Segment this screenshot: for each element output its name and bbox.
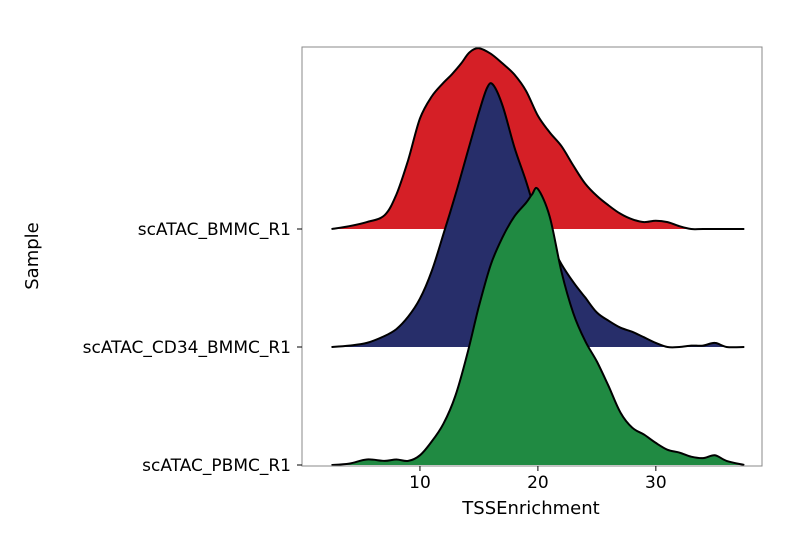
y-axis: scATAC_BMMC_R1 scATAC_CD34_BMMC_R1 scATAC_… bbox=[83, 220, 302, 476]
x-axis-title: TSSEnrichment bbox=[461, 498, 599, 519]
ridge-scatac-bmmc-r1 bbox=[331, 47, 745, 231]
ridge-fill-scatac-pbmc-r1 bbox=[331, 187, 745, 466]
y-tick-label: scATAC_CD34_BMMC_R1 bbox=[83, 338, 291, 358]
ridges-layer bbox=[331, 47, 745, 466]
ridge-outline-scatac-bmmc-r1 bbox=[331, 47, 745, 231]
plot-frame bbox=[301, 46, 763, 467]
x-tick-label: 20 bbox=[527, 473, 549, 493]
ridge-fill-scatac-cd34-bmmc-r1 bbox=[331, 83, 745, 348]
x-axis: 10 20 30 bbox=[409, 466, 667, 493]
x-tick-label: 30 bbox=[645, 473, 667, 493]
ridge-outline-scatac-pbmc-r1 bbox=[331, 186, 745, 466]
ridge-scatac-pbmc-r1 bbox=[331, 186, 745, 466]
y-axis-title: Sample bbox=[22, 222, 43, 290]
y-tick-label: scATAC_BMMC_R1 bbox=[138, 220, 291, 240]
x-tick-label: 10 bbox=[409, 473, 431, 493]
y-tick-label: scATAC_PBMC_R1 bbox=[142, 456, 291, 476]
